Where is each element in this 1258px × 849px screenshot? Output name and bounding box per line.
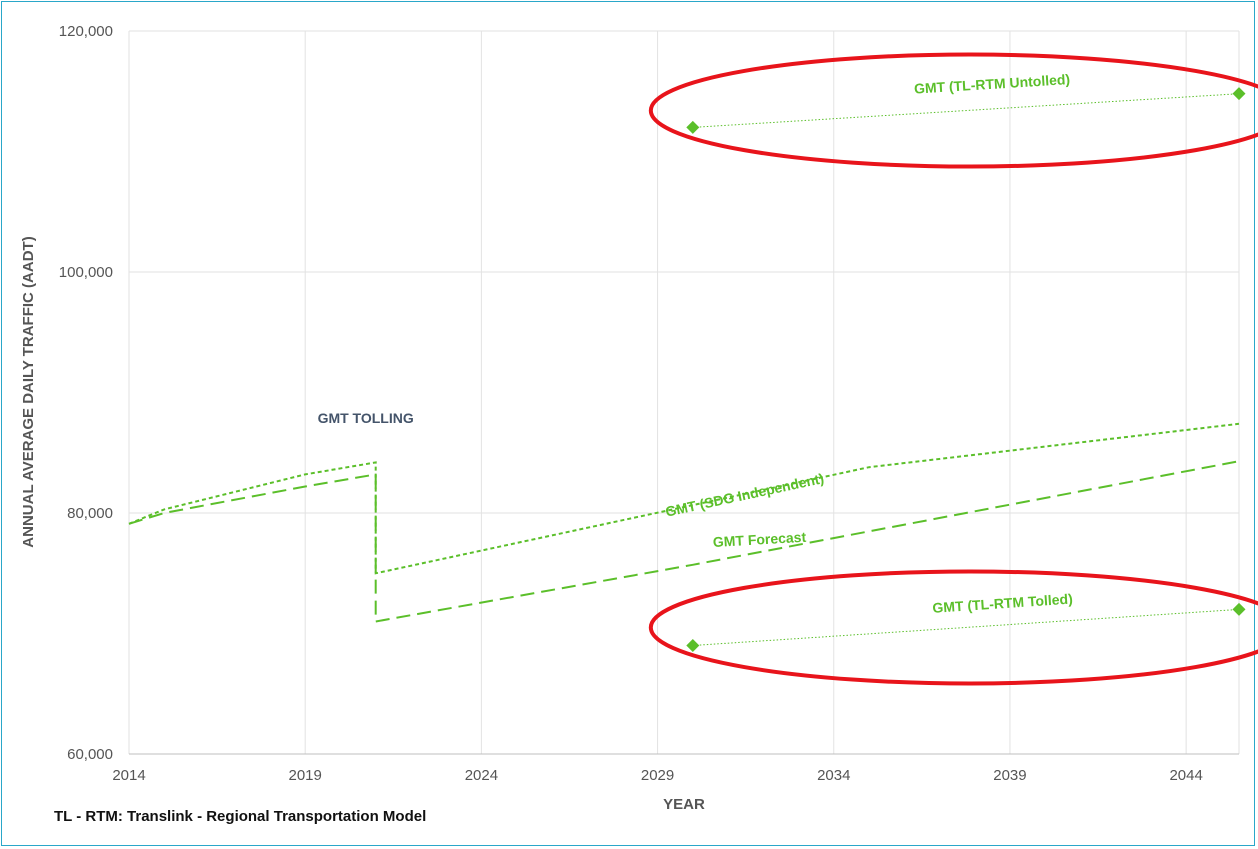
series-label-gmt-tl-rtm-untolled: GMT (TL-RTM Untolled) xyxy=(914,71,1071,97)
y-tick-120-000: 120,000 xyxy=(59,23,113,40)
marker-gmt-tl-rtm-untolled-1 xyxy=(1232,87,1246,101)
x-tick-2019: 2019 xyxy=(289,767,322,784)
x-tick-2034: 2034 xyxy=(817,767,850,784)
y-axis-title: ANNUAL AVERAGE DAILY TRAFFIC (AADT) xyxy=(20,236,37,547)
series-line-gmt-forecast xyxy=(128,460,1240,623)
x-tick-labels: 2014 2019 2024 2029 2034 2039 2044 xyxy=(112,767,1203,784)
series-labels: GMT (SDG Independent) GMT Forecast GMT (TL… xyxy=(664,71,1073,616)
annotation-gmt-tolling: GMT TOLLING xyxy=(318,410,414,426)
marker-gmt-tl-rtm-tolled-0 xyxy=(686,639,700,653)
y-tick-100-000: 100,000 xyxy=(59,264,113,281)
y-tick-80-000: 80,000 xyxy=(67,505,113,522)
highlight-ellipse-gmt-tl-rtm-untolled xyxy=(648,52,1258,169)
x-axis-title: YEAR xyxy=(663,796,705,813)
grid-lines xyxy=(128,30,1240,755)
marker-gmt-tl-rtm-tolled-1 xyxy=(1232,602,1246,616)
y-tick-60-000: 60,000 xyxy=(67,746,113,763)
x-tick-2039: 2039 xyxy=(993,767,1026,784)
x-tick-2029: 2029 xyxy=(641,767,674,784)
x-tick-2024: 2024 xyxy=(465,767,498,784)
marker-gmt-tl-rtm-untolled-0 xyxy=(686,120,700,134)
x-tick-2044: 2044 xyxy=(1169,767,1202,784)
footnote: TL - RTM: Translink - Regional Transport… xyxy=(54,808,426,825)
y-tick-labels: 60,000 80,000 100,000 120,000 xyxy=(59,23,113,763)
series-line-gmt-sdg-independent xyxy=(128,422,1240,575)
series-line-gmt-tl-rtm-tolled xyxy=(692,608,1240,646)
highlight-ellipse-gmt-tl-rtm-tolled xyxy=(648,569,1258,686)
x-tick-2014: 2014 xyxy=(112,767,145,784)
series-markers xyxy=(686,87,1246,653)
series-label-gmt-sdg-independent: GMT (SDG Independent) xyxy=(664,470,826,520)
series-label-gmt-tl-rtm-tolled: GMT (TL-RTM Tolled) xyxy=(932,591,1073,616)
highlight-ellipses xyxy=(648,52,1258,686)
series-label-gmt-forecast: GMT Forecast xyxy=(712,529,806,550)
series-lines xyxy=(128,93,1240,646)
series-line-gmt-tl-rtm-untolled xyxy=(692,93,1240,128)
